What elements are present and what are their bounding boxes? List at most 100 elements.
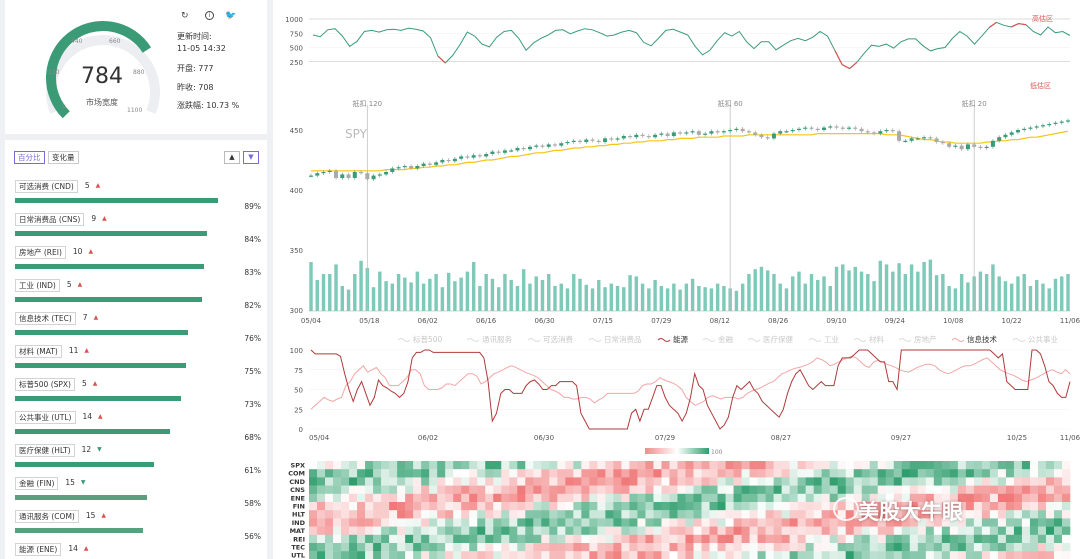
heatmap-cell xyxy=(757,485,766,494)
sector-row[interactable]: 工业 (IND) 5 ▲ 82% xyxy=(15,279,265,312)
heatmap-row-label: CNS xyxy=(290,486,305,494)
heatmap-cell xyxy=(885,510,895,519)
legend-item[interactable]: 公共事业 xyxy=(1028,334,1058,344)
heatmap-cell xyxy=(741,510,750,519)
heatmap-cell xyxy=(557,551,566,559)
heatmap-cell xyxy=(749,461,758,470)
legend-item[interactable]: 金融 xyxy=(718,334,733,344)
heatmap-cell xyxy=(885,526,895,535)
legend-item[interactable]: 材料 xyxy=(869,334,884,344)
heatmap-cell xyxy=(589,510,598,519)
heatmap-cell xyxy=(317,469,326,478)
sector-row[interactable]: 通讯服务 (COM) 15 ▲ 56% xyxy=(15,510,265,543)
legend-item[interactable]: 医疗保健 xyxy=(763,334,793,344)
candle-body xyxy=(1047,124,1052,126)
legend-item[interactable]: 标普500 xyxy=(413,334,443,344)
heatmap-cell xyxy=(765,518,774,527)
legend-item[interactable]: 能源 xyxy=(673,334,688,344)
heatmap-cell xyxy=(605,477,614,486)
heatmap-cell xyxy=(493,502,502,511)
legend-item[interactable]: 日常消费品 xyxy=(604,334,642,344)
candle-body xyxy=(928,137,933,139)
volume-bar xyxy=(428,278,432,311)
heatmap-cell xyxy=(405,502,414,511)
heatmap-cell xyxy=(869,502,879,511)
heatmap-cell xyxy=(957,493,967,503)
heatmap-cell xyxy=(309,493,318,503)
sector-row[interactable]: 能源 (ENE) 14 ▲ xyxy=(15,543,265,559)
sector-row[interactable]: 公共事业 (UTL) 14 ▲ 68% xyxy=(15,411,265,444)
heatmap-cell xyxy=(493,485,502,494)
heatmap-cell xyxy=(941,493,951,503)
heatmap-cell xyxy=(509,493,518,503)
twitter-icon[interactable]: 🐦 xyxy=(225,11,237,21)
tab-change[interactable]: 变化量 xyxy=(48,151,79,164)
heatmap-cell xyxy=(365,477,374,486)
sort-up-button[interactable]: ▲ xyxy=(224,151,240,164)
sector-count: 15 xyxy=(65,478,75,487)
heatmap-cell xyxy=(965,469,975,478)
sector-count: 9 xyxy=(91,214,97,223)
legend-item[interactable]: 通讯服务 xyxy=(482,334,512,344)
heatmap-cell xyxy=(837,534,847,544)
legend-item[interactable]: 工业 xyxy=(824,334,839,344)
heatmap-cell xyxy=(893,518,903,527)
candle-body xyxy=(721,131,726,133)
heatmap-cell xyxy=(669,469,678,478)
candle-body xyxy=(502,150,507,153)
heatmap-cell xyxy=(685,551,694,559)
heatmap-cell xyxy=(1061,493,1071,503)
heatmap-cell xyxy=(957,510,967,519)
heatmap-cell xyxy=(557,502,566,511)
heatmap-cell xyxy=(1045,461,1055,470)
heatmap-cell xyxy=(909,543,919,552)
heatmap-cell xyxy=(717,469,726,478)
heatmap-cell xyxy=(973,493,983,503)
legend-item[interactable]: 信息技术 xyxy=(967,334,997,344)
sector-row[interactable]: 材料 (MAT) 11 ▲ 75% xyxy=(15,345,265,378)
heatmap-cell xyxy=(957,534,967,544)
heatmap-cell xyxy=(645,502,654,511)
heatmap-cell xyxy=(789,526,798,535)
legend-item[interactable]: 可选消费 xyxy=(543,334,573,344)
heatmap-cell xyxy=(1037,493,1047,503)
heatmap-cell xyxy=(365,502,374,511)
heatmap-cell xyxy=(925,502,935,511)
info-icon[interactable]: i xyxy=(205,11,214,20)
heatmap-cell xyxy=(893,551,903,559)
tab-percent[interactable]: 百分比 xyxy=(14,151,45,164)
heatmap-cell xyxy=(365,461,374,470)
heatmap-cell xyxy=(477,502,486,511)
sector-row[interactable]: 医疗保健 (HLT) 12 ▼ 61% xyxy=(15,444,265,477)
heatmap-cell xyxy=(1053,477,1063,486)
trend-up-icon: ▲ xyxy=(83,545,89,552)
sort-down-button[interactable]: ▼ xyxy=(243,151,259,164)
heatmap-cell xyxy=(741,493,750,503)
candle-body xyxy=(815,128,820,130)
heatmap-cell xyxy=(781,485,790,494)
heatmap-cell xyxy=(437,518,446,527)
candle-body xyxy=(496,151,501,153)
heatmap-cell xyxy=(981,510,991,519)
heatmap-cell xyxy=(933,469,943,478)
sector-row[interactable]: 信息技术 (TEC) 7 ▲ 76% xyxy=(15,312,265,345)
heatmap-cell xyxy=(805,518,814,527)
heatmap-cell xyxy=(965,493,975,503)
heatmap-cell xyxy=(821,526,830,535)
sector-row[interactable]: 日常消费品 (CNS) 9 ▲ 84% xyxy=(15,213,265,246)
heatmap-cell xyxy=(1021,502,1031,511)
heatmap-cell xyxy=(717,551,726,559)
sector-row[interactable]: 金融 (FIN) 15 ▼ 58% xyxy=(15,477,265,510)
heatmap-cell xyxy=(797,543,806,552)
sector-row[interactable]: 可选消费 (CND) 5 ▲ 89% xyxy=(15,180,265,213)
heatmap-cell xyxy=(1045,469,1055,478)
gauge-label: 市场宽度 xyxy=(86,98,118,107)
sector-row[interactable]: 房地产 (REI) 10 ▲ 83% xyxy=(15,246,265,279)
heatmap-cell xyxy=(357,502,366,511)
sector-row[interactable]: 标普500 (SPX) 5 ▲ 73% xyxy=(15,378,265,411)
heatmap-cell xyxy=(845,518,855,527)
heatmap-cell xyxy=(933,502,943,511)
legend-item[interactable]: 房地产 xyxy=(914,334,937,344)
heatmap-cell xyxy=(501,477,510,486)
refresh-icon[interactable]: ↻ xyxy=(181,11,189,21)
